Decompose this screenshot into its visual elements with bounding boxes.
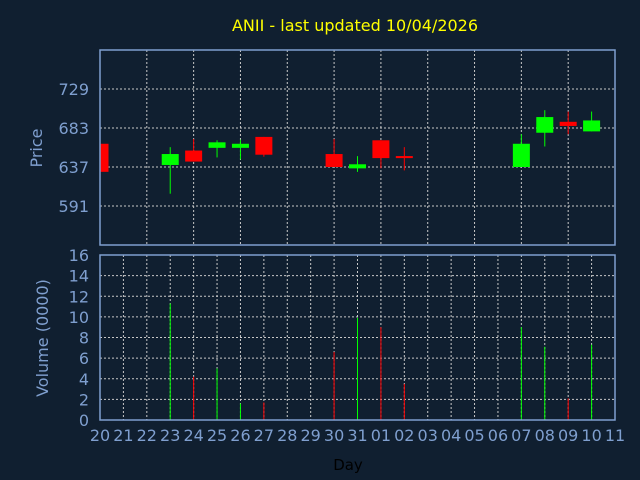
- volume-tick-label: 0: [79, 411, 89, 430]
- candle-body: [536, 117, 554, 133]
- volume-plot-frame: [99, 254, 616, 421]
- x-tick-label: 02: [394, 426, 414, 445]
- volume-tick-label: 8: [79, 329, 89, 348]
- candle-body: [372, 140, 390, 159]
- x-tick-label: 22: [137, 426, 157, 445]
- x-tick-label: 05: [464, 426, 484, 445]
- y-tick-label: 637: [58, 158, 89, 177]
- candle-body: [161, 154, 179, 165]
- x-tick-label: 21: [113, 426, 133, 445]
- y-tick-label: 591: [58, 197, 89, 216]
- candle-body: [395, 156, 413, 159]
- candle-body: [559, 121, 577, 126]
- x-tick-label: 10: [581, 426, 601, 445]
- x-tick-label: 26: [230, 426, 250, 445]
- volume-axis-label: Volume (0000): [33, 279, 52, 397]
- volume-tick-label: 12: [69, 287, 89, 306]
- volume-tick-label: 16: [69, 246, 89, 265]
- x-tick-label: 30: [324, 426, 344, 445]
- x-tick-label: 24: [183, 426, 203, 445]
- x-tick-label: 03: [418, 426, 438, 445]
- x-tick-label: 29: [301, 426, 321, 445]
- volume-tick-label: 4: [79, 370, 89, 389]
- x-tick-label: 23: [160, 426, 180, 445]
- volume-tick-label: 6: [79, 349, 89, 368]
- x-tick-label: 27: [254, 426, 274, 445]
- volume-tick-label: 2: [79, 390, 89, 409]
- candle-body: [255, 136, 273, 155]
- x-axis-label: Day: [333, 456, 363, 474]
- volume-tick-label: 14: [69, 267, 89, 286]
- x-tick-label: 01: [371, 426, 391, 445]
- y-tick-label: 683: [58, 119, 89, 138]
- y-axis-label: Price: [27, 128, 46, 167]
- candle-body: [325, 154, 343, 167]
- candle-body: [100, 143, 109, 172]
- volume-tick-label: 10: [69, 308, 89, 327]
- candle-body: [512, 143, 530, 167]
- candle-body: [185, 150, 203, 162]
- x-tick-label: 06: [488, 426, 508, 445]
- x-tick-label: 09: [558, 426, 578, 445]
- x-tick-label: 08: [535, 426, 555, 445]
- x-tick-label: 25: [207, 426, 227, 445]
- candle-body: [231, 143, 249, 148]
- chart-title: ANII - last updated 10/04/2026: [232, 16, 478, 35]
- x-tick-label: 07: [511, 426, 531, 445]
- candle-body: [208, 142, 226, 148]
- x-tick-label: 31: [347, 426, 367, 445]
- x-tick-label: 11: [605, 426, 625, 445]
- candle-body: [583, 120, 601, 132]
- candle-body: [349, 164, 366, 169]
- y-tick-label: 729: [58, 80, 89, 99]
- x-tick-label: 04: [441, 426, 461, 445]
- x-tick-label: 20: [90, 426, 110, 445]
- price-plot-frame: [99, 49, 616, 246]
- x-tick-label: 28: [277, 426, 297, 445]
